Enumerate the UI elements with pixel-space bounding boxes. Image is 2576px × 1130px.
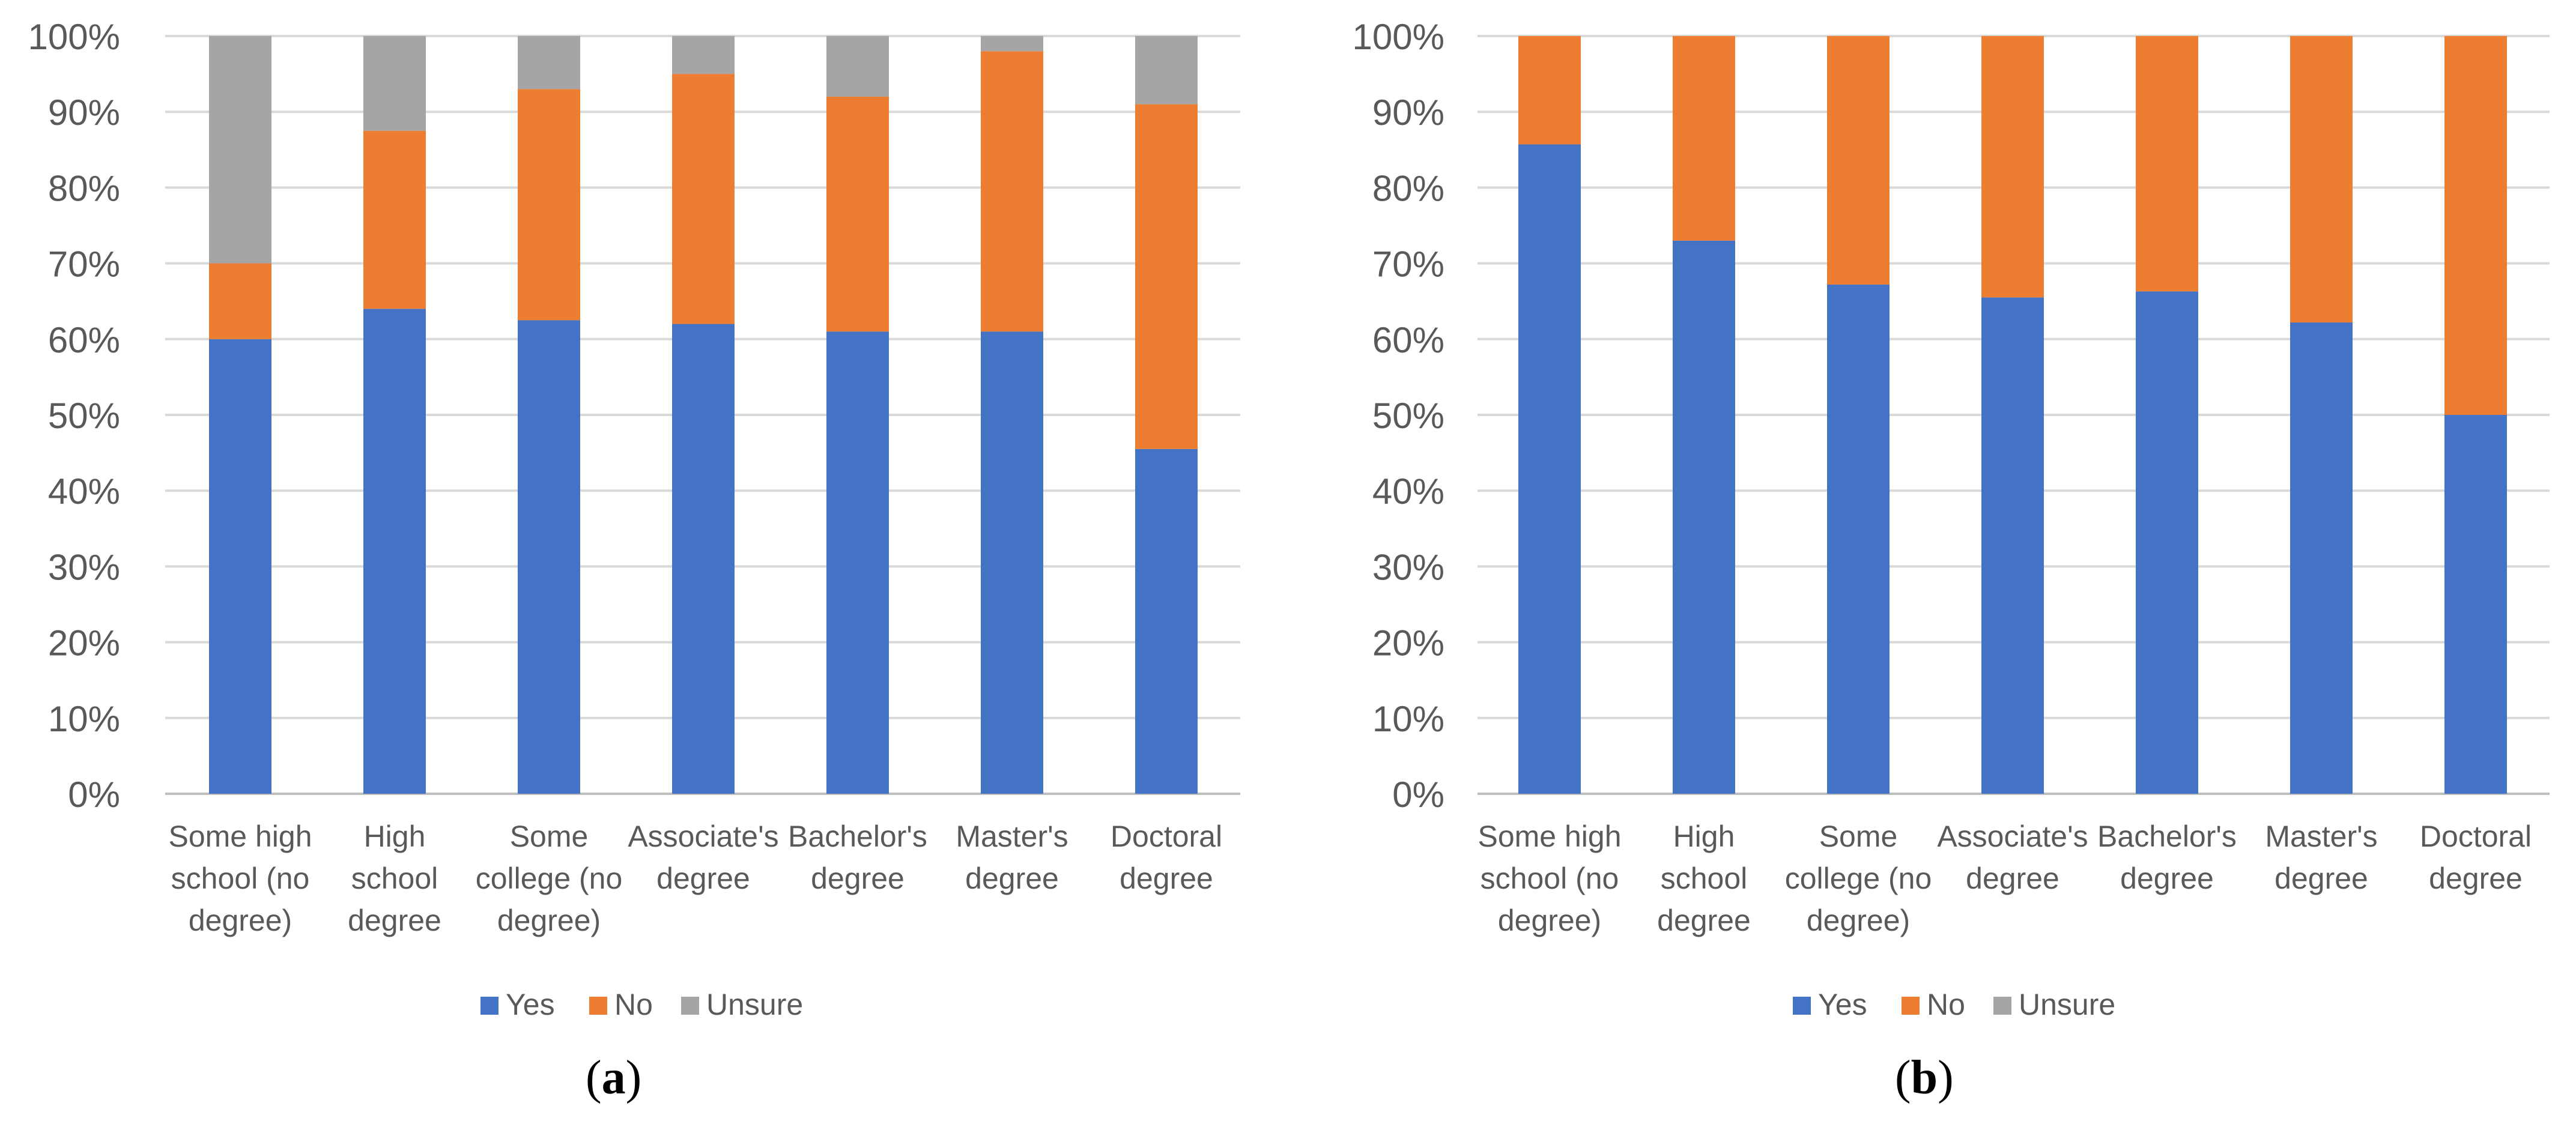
bar-yes: [981, 331, 1043, 794]
legend-item-unsure: Unsure: [681, 988, 803, 1021]
y-tick-label: 80%: [48, 168, 120, 208]
y-tick-label: 100%: [28, 17, 120, 57]
bar-no: [981, 51, 1043, 332]
y-tick-label: 10%: [1372, 699, 1444, 739]
y-tick-label: 10%: [48, 699, 120, 739]
legend-swatch: [1793, 997, 1811, 1015]
bar-yes: [672, 324, 735, 794]
legend-swatch: [1902, 997, 1920, 1015]
bar-yes: [518, 320, 580, 794]
legend-swatch: [681, 997, 699, 1015]
bar-no: [1518, 36, 1581, 145]
y-tick-label: 70%: [1372, 244, 1444, 285]
legend-label: Yes: [1818, 988, 1867, 1021]
y-tick-label: 30%: [1372, 547, 1444, 587]
panel-label-a-letter: a: [601, 1051, 626, 1104]
y-tick-label: 0%: [1392, 775, 1444, 815]
x-tick-label: Bachelor's degree: [788, 820, 927, 895]
y-tick-label: 30%: [48, 547, 120, 587]
bar-unsure: [672, 36, 735, 74]
bar-yes: [209, 339, 271, 794]
y-tick-label: 50%: [1372, 396, 1444, 436]
y-tick-label: 40%: [48, 471, 120, 512]
x-tick-label: Some college (no degree): [1785, 820, 1932, 937]
bar-unsure: [363, 36, 426, 131]
x-tick-label: Bachelor's degree: [2097, 820, 2237, 895]
bar-no: [2444, 36, 2507, 415]
legend-label: Unsure: [706, 988, 803, 1021]
legend-swatch: [1993, 997, 2011, 1015]
y-tick-label: 70%: [48, 244, 120, 285]
x-tick-label: Associate's degree: [628, 820, 778, 895]
y-tick-label: 100%: [1353, 17, 1444, 57]
legend-item-no: No: [589, 988, 653, 1021]
bar-yes: [1135, 449, 1198, 794]
x-tick-label: High school degree: [348, 820, 441, 937]
y-tick-label: 90%: [48, 92, 120, 133]
bar-yes: [363, 309, 426, 794]
y-tick-label: 90%: [1372, 92, 1444, 133]
y-tick-label: 20%: [48, 623, 120, 663]
legend-item-yes: Yes: [1793, 988, 1867, 1021]
bar-yes: [1673, 240, 1735, 794]
x-tick-label: Some high school (no degree): [168, 820, 312, 937]
y-tick-label: 0%: [68, 775, 120, 815]
x-tick-label: Some high school (no degree): [1477, 820, 1621, 937]
y-tick-label: 60%: [48, 320, 120, 360]
bar-yes: [1827, 284, 1890, 794]
x-tick-label: High school degree: [1657, 820, 1751, 937]
y-tick-label: 20%: [1372, 623, 1444, 663]
legend-label: No: [614, 988, 653, 1021]
bar-unsure: [209, 36, 271, 264]
y-tick-label: 80%: [1372, 168, 1444, 208]
x-tick-label: Doctoral degree: [2420, 820, 2532, 895]
legend-label: No: [1927, 988, 1965, 1021]
bar-no: [2136, 36, 2198, 292]
legend-label: Yes: [506, 988, 555, 1021]
x-tick-label: Some college (no degree): [476, 820, 623, 937]
panel-label-b: (b): [1895, 1051, 1954, 1104]
bar-unsure: [981, 36, 1043, 52]
bar-yes: [2136, 291, 2198, 794]
y-tick-label: 60%: [1372, 320, 1444, 360]
bar-no: [1981, 36, 2044, 298]
x-tick-label: Associate's degree: [1937, 820, 2088, 895]
bar-no: [209, 263, 271, 339]
bar-unsure: [1135, 36, 1198, 104]
bar-no: [518, 89, 580, 321]
y-tick-label: 50%: [48, 396, 120, 436]
bar-no: [826, 96, 889, 332]
bar-no: [1827, 36, 1890, 285]
legend-swatch: [480, 997, 499, 1015]
bar-yes: [1981, 297, 2044, 794]
x-tick-label: Master's degree: [2265, 820, 2377, 895]
legend-item-yes: Yes: [480, 988, 555, 1021]
bar-no: [363, 130, 426, 309]
bar-no: [1673, 36, 1735, 241]
x-tick-label: Master's degree: [956, 820, 1068, 895]
panel-label-a: (a): [586, 1051, 642, 1104]
bar-unsure: [826, 36, 889, 97]
legend-label: Unsure: [2019, 988, 2115, 1021]
bar-yes: [826, 331, 889, 794]
bar-yes: [1518, 144, 1581, 794]
bar-unsure: [518, 36, 580, 89]
legend-item-unsure: Unsure: [1993, 988, 2115, 1021]
legend-item-no: No: [1902, 988, 1965, 1021]
bar-yes: [2290, 322, 2353, 794]
bar-no: [1135, 104, 1198, 449]
legend-swatch: [589, 997, 607, 1015]
chart-b: 0% 10% 20% 30% 40% 50% 60% 70% 80% 90% 100% Some hi…: [1353, 17, 2550, 1021]
bar-yes: [2444, 415, 2507, 794]
bar-no: [672, 74, 735, 324]
chart-a: 0% 10% 20% 30% 40% 50% 60% 70% 80% 90% 100% Some hi…: [28, 17, 1240, 1021]
x-tick-label: Doctoral degree: [1111, 820, 1222, 895]
panel-label-b-letter: b: [1911, 1051, 1938, 1104]
y-tick-label: 40%: [1372, 471, 1444, 512]
bar-no: [2290, 36, 2353, 323]
